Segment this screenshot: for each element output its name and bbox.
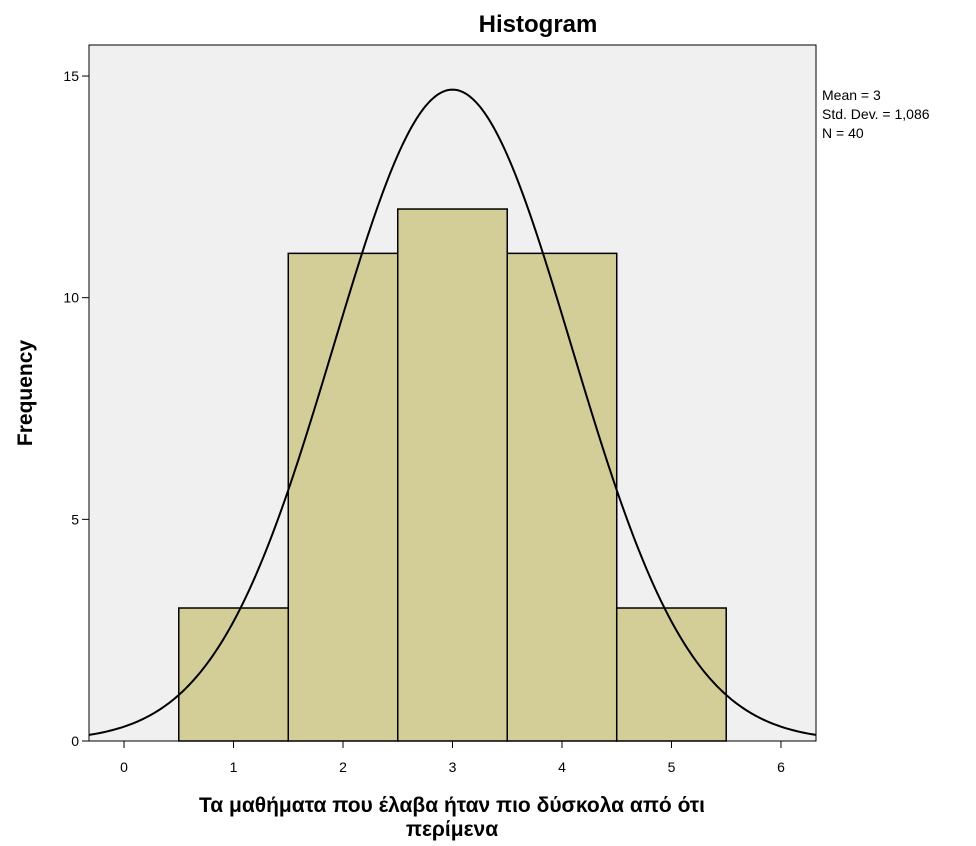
- x-tick-label-4: 4: [558, 759, 566, 775]
- x-tick-label-5: 5: [668, 759, 676, 775]
- y-tick-label-15: 15: [63, 68, 79, 84]
- x-tick-label-1: 1: [230, 759, 238, 775]
- x-axis-label-line-1: Τα μαθήματα που έλαβα ήταν πιο δύσκολα α…: [199, 794, 705, 817]
- stats-n: N = 40: [822, 125, 864, 141]
- y-tick-label-5: 5: [71, 511, 79, 527]
- stats-mean: Mean = 3: [822, 87, 881, 103]
- bar-1: [178, 607, 290, 742]
- chart-title: Histogram: [479, 11, 598, 38]
- x-tick-label-3: 3: [449, 759, 457, 775]
- x-tick-label-0: 0: [120, 759, 128, 775]
- bar-2: [287, 252, 399, 742]
- normal-curve: [88, 88, 817, 736]
- y-tick-label-0: 0: [71, 733, 79, 749]
- y-tick-label-10: 10: [63, 290, 79, 306]
- x-tick-label-6: 6: [777, 759, 785, 775]
- stats-box: Mean = 3 Std. Dev. = 1,086 N = 40: [822, 87, 930, 141]
- x-axis-label-line-2: περίμενα: [406, 818, 498, 841]
- bars-layer: [178, 208, 727, 742]
- bar-4: [506, 252, 618, 742]
- stats-std-dev: Std. Dev. = 1,086: [822, 106, 930, 122]
- y-axis: 0 5 10 15: [63, 68, 89, 749]
- y-axis-label: Frequency: [14, 340, 37, 447]
- bar-3: [397, 208, 508, 742]
- x-axis: 0 1 2 3 4 5 6: [120, 741, 785, 775]
- x-tick-label-2: 2: [339, 759, 347, 775]
- bar-5: [615, 607, 727, 742]
